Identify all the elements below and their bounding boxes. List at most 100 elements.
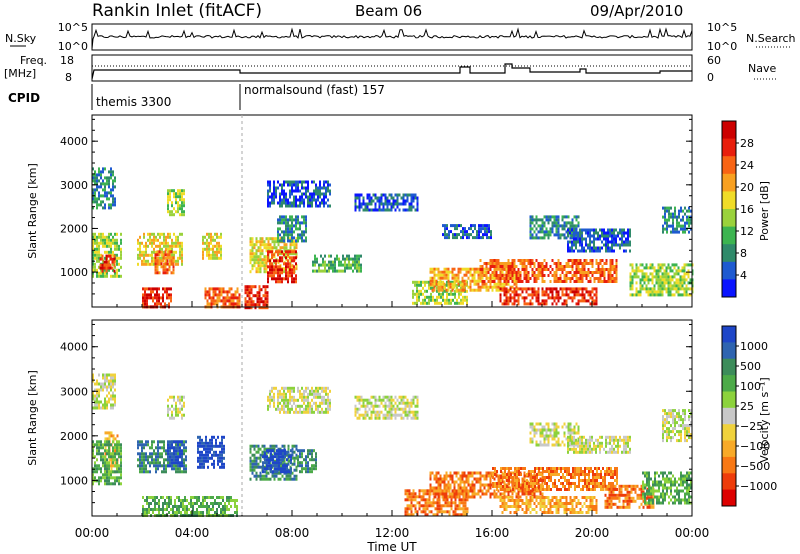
echo-cell bbox=[157, 461, 159, 465]
echo-cell bbox=[96, 203, 98, 207]
echo-cell bbox=[166, 287, 168, 291]
echo-cell bbox=[458, 301, 460, 305]
echo-cell bbox=[209, 456, 211, 460]
echo-cell bbox=[183, 198, 185, 202]
echo-cell bbox=[98, 191, 100, 195]
echo-cell bbox=[571, 274, 574, 277]
echo-cell bbox=[305, 470, 307, 474]
echo-cell bbox=[169, 446, 171, 450]
echo-cell bbox=[633, 293, 636, 297]
echo-cell bbox=[442, 292, 444, 296]
echo-cell bbox=[531, 227, 534, 231]
echo-cell bbox=[286, 458, 288, 462]
echo-cell bbox=[348, 263, 350, 267]
echo-cell bbox=[283, 183, 285, 187]
echo-cell bbox=[493, 259, 496, 262]
echo-cell bbox=[162, 296, 164, 300]
echo-cell bbox=[267, 195, 269, 199]
echo-cell bbox=[289, 265, 291, 269]
echo-cell bbox=[108, 431, 111, 435]
echo-cell bbox=[285, 243, 288, 247]
echo-cell bbox=[223, 465, 225, 469]
echo-cell bbox=[672, 227, 674, 231]
echo-cell bbox=[469, 285, 472, 289]
echo-cell bbox=[392, 202, 395, 206]
echo-cell bbox=[663, 278, 666, 282]
echo-cell bbox=[316, 269, 318, 273]
echo-cell bbox=[155, 470, 157, 474]
echo-cell bbox=[171, 204, 173, 208]
echo-cell bbox=[579, 240, 581, 244]
echo-cell bbox=[285, 262, 287, 266]
echo-cell bbox=[557, 227, 560, 231]
echo-cell bbox=[301, 183, 303, 187]
echo-cell bbox=[322, 269, 324, 273]
echo-cell bbox=[609, 234, 611, 238]
echo-cell bbox=[274, 455, 276, 459]
echo-cell bbox=[99, 257, 102, 261]
echo-cell bbox=[277, 398, 279, 402]
echo-cell bbox=[683, 287, 686, 291]
echo-cell bbox=[555, 218, 558, 222]
echo-cell bbox=[205, 459, 207, 463]
echo-cell bbox=[253, 465, 256, 469]
echo-cell bbox=[549, 290, 552, 294]
echo-cell bbox=[603, 237, 605, 241]
echo-cell bbox=[593, 299, 596, 303]
echo-cell bbox=[491, 288, 494, 292]
echo-cell bbox=[480, 230, 482, 234]
echo-cell bbox=[459, 267, 462, 271]
echo-cell bbox=[96, 400, 98, 404]
echo-cell bbox=[671, 275, 674, 279]
colorbar-tick-label: 16 bbox=[740, 203, 754, 216]
echo-cell bbox=[613, 228, 615, 232]
echo-cell bbox=[261, 240, 264, 244]
echo-cell bbox=[104, 443, 106, 447]
echo-cell bbox=[100, 200, 102, 204]
echo-cell bbox=[210, 299, 213, 303]
echo-cell bbox=[106, 388, 108, 392]
echo-cell bbox=[473, 279, 476, 283]
echo-cell bbox=[293, 265, 295, 269]
echo-cell bbox=[251, 249, 254, 253]
echo-cell bbox=[289, 395, 291, 399]
echo-cell bbox=[678, 221, 680, 225]
echo-cell bbox=[267, 256, 269, 260]
echo-cell bbox=[315, 183, 317, 187]
echo-cell bbox=[202, 496, 204, 499]
echo-cell bbox=[271, 398, 273, 402]
echo-cell bbox=[289, 239, 291, 243]
echo-cell bbox=[204, 293, 207, 297]
echo-cell bbox=[287, 236, 289, 240]
echo-cell bbox=[312, 260, 314, 264]
echo-cell bbox=[269, 195, 271, 199]
echo-cell bbox=[169, 244, 171, 248]
echo-cell bbox=[388, 193, 391, 197]
echo-cell bbox=[297, 464, 299, 468]
echo-cell bbox=[173, 398, 175, 402]
echo-cell bbox=[238, 296, 241, 300]
echo-cell bbox=[106, 440, 108, 444]
echo-cell bbox=[575, 231, 577, 235]
echo-cell bbox=[569, 233, 572, 237]
echo-cell bbox=[108, 244, 110, 248]
echo-cell bbox=[420, 283, 422, 287]
echo-cell bbox=[625, 231, 627, 235]
echo-cell bbox=[260, 297, 263, 301]
echo-cell bbox=[677, 290, 680, 294]
echo-cell bbox=[169, 232, 171, 236]
echo-cell bbox=[108, 397, 110, 401]
echo-cell bbox=[181, 232, 183, 236]
echo-cell bbox=[281, 246, 284, 250]
echo-cell bbox=[120, 455, 122, 459]
echo-cell bbox=[585, 299, 588, 303]
echo-cell bbox=[366, 208, 369, 212]
echo-cell bbox=[223, 456, 225, 460]
echo-cell bbox=[342, 263, 344, 267]
echo-cell bbox=[513, 290, 516, 294]
echo-cell bbox=[141, 467, 143, 471]
echo-cell bbox=[284, 449, 286, 453]
echo-cell bbox=[649, 290, 652, 294]
echo-cell bbox=[196, 508, 198, 511]
echo-cell bbox=[151, 253, 153, 257]
